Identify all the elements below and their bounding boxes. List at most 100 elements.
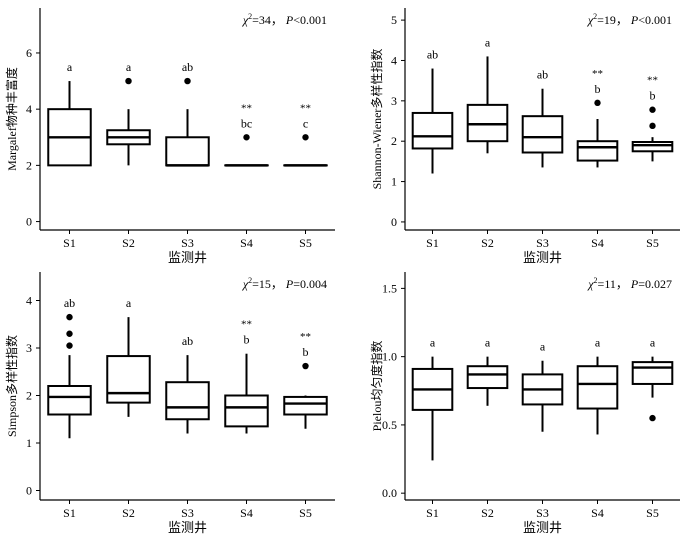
outlier-point — [649, 414, 656, 422]
panel-pielou: 0.0 0.5 1.0 1.5 S1 S2 S3 S4 S5 监测井 Pielou均匀度指数 χ2=1… — [369, 272, 680, 535]
chi-value: =34， — [252, 13, 286, 27]
x-tick-label: S1 — [63, 236, 76, 250]
group-letter-label: a — [430, 336, 436, 350]
chi-value: =19， — [597, 13, 631, 27]
box-iqr — [576, 140, 619, 162]
x-tick-label: S3 — [536, 506, 549, 520]
p-symbol: P — [630, 13, 639, 27]
group-letter-label: ab — [182, 60, 193, 74]
x-tick-label: S3 — [181, 236, 194, 250]
y-tick-label: 0 — [26, 215, 32, 229]
group-letter-label: a — [126, 296, 132, 310]
box-iqr — [466, 365, 509, 390]
y-tick-label: 1 — [26, 436, 32, 450]
box-S1: ab — [47, 296, 92, 439]
p-value: =0.004 — [293, 277, 327, 291]
x-axis-label: 监测井 — [168, 250, 207, 265]
significance-label: ** — [647, 75, 658, 87]
chi-value: =15， — [252, 277, 286, 291]
p-value: =0.027 — [638, 277, 672, 291]
chi-symbol: χ — [587, 13, 594, 27]
y-axis-label: Margalef物种丰富度 — [4, 67, 19, 171]
box-S4: a — [576, 336, 619, 435]
x-tick-label: S1 — [426, 506, 439, 520]
box-S2: a — [106, 296, 151, 417]
p-symbol: P — [285, 13, 294, 27]
group-letter-label: b — [244, 333, 250, 347]
x-tick-label: S4 — [240, 236, 253, 250]
box-iqr — [106, 355, 151, 404]
group-letter-label: ab — [64, 296, 75, 310]
chi-superscript: 2 — [594, 276, 598, 285]
chi-symbol: χ — [587, 277, 594, 291]
chi-value: =11， — [598, 277, 631, 291]
p-symbol: P — [285, 277, 294, 291]
y-tick-label: 0.0 — [382, 486, 397, 500]
outlier-point — [184, 77, 191, 85]
outlier-point — [66, 330, 73, 337]
x-tick-label: S3 — [536, 236, 549, 250]
box-iqr — [165, 136, 210, 167]
box-S1: a — [47, 60, 92, 167]
x-axis-label: 监测井 — [523, 250, 562, 265]
significance-label: ** — [300, 331, 311, 343]
outlier-point — [66, 313, 73, 321]
box-S3: a — [521, 340, 564, 432]
x-tick-label: S5 — [646, 506, 659, 520]
box-S4: b ** — [576, 68, 619, 168]
outlier-point — [594, 99, 601, 107]
box-S1: a — [411, 336, 454, 461]
box-S3: ab — [521, 68, 564, 168]
y-tick-label: 2 — [26, 389, 32, 403]
significance-label: ** — [241, 102, 252, 114]
box-iqr — [224, 394, 269, 428]
box-S3: ab — [165, 334, 210, 434]
box-S4: b ** — [224, 319, 269, 434]
significance-label: ** — [300, 102, 311, 114]
y-tick-label: 0.5 — [382, 418, 397, 432]
group-letter-label: c — [303, 116, 308, 130]
group-letter-label: a — [485, 336, 491, 350]
y-axis-label: Pielou均匀度指数 — [369, 341, 384, 432]
y-tick-label: 1.5 — [382, 281, 397, 295]
group-letter-label: a — [650, 336, 656, 350]
box-iqr — [165, 381, 210, 421]
outlier-point — [302, 134, 309, 141]
outlier-point — [66, 342, 73, 349]
x-tick-label: S2 — [122, 506, 135, 520]
chi-superscript: 2 — [248, 276, 252, 285]
y-tick-label: 1 — [391, 175, 397, 189]
box-S4: bc ** — [224, 102, 269, 167]
group-letter-label: a — [595, 336, 601, 350]
box-S5: b ** — [283, 331, 328, 429]
outlier-point — [302, 362, 309, 370]
x-tick-label: S1 — [426, 236, 439, 250]
x-tick-label: S2 — [481, 236, 494, 250]
x-tick-label: S5 — [646, 236, 659, 250]
box-S5: c ** — [283, 102, 328, 167]
x-axis-label: 监测井 — [168, 520, 207, 535]
x-tick-label: S4 — [591, 506, 604, 520]
significance-label: ** — [592, 68, 603, 80]
x-tick-label: S3 — [181, 506, 194, 520]
stats-annotation: χ2=11， P=0.027 — [587, 276, 672, 291]
y-tick-label: 4 — [391, 53, 397, 67]
group-letter-label: b — [595, 82, 601, 96]
y-tick-label: 2 — [26, 158, 32, 172]
box-iqr — [631, 361, 674, 385]
box-iqr — [283, 395, 328, 416]
y-tick-label: 4 — [26, 294, 32, 308]
box-iqr — [411, 111, 454, 150]
y-tick-label: 1.0 — [382, 350, 397, 364]
group-letter-label: bc — [241, 116, 252, 130]
group-letter-label: b — [650, 89, 656, 103]
box-iqr — [631, 141, 674, 153]
stats-annotation: χ2=19， P<0.001 — [587, 12, 672, 27]
box-iqr — [466, 103, 509, 143]
p-value: <0.001 — [293, 13, 327, 27]
group-letter-label: b — [303, 345, 309, 359]
outlier-point — [649, 106, 656, 113]
stats-annotation: χ2=34， P<0.001 — [242, 12, 327, 27]
y-tick-label: 3 — [391, 94, 397, 108]
